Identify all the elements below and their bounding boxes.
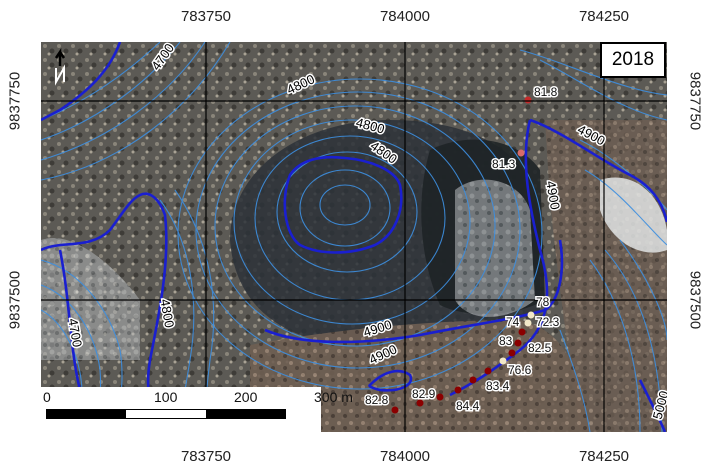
survey-point <box>469 376 477 384</box>
north-arrow-icon <box>54 47 66 86</box>
year-label: 2018 <box>600 42 666 78</box>
measurement-label: 84.4 <box>456 399 480 413</box>
survey-point <box>499 357 507 365</box>
survey-point <box>416 399 424 407</box>
contour-label: 4700 <box>65 317 85 348</box>
measurement-label: 72.3 <box>536 315 560 329</box>
x-tick-bottom-3: 784250 <box>578 448 630 465</box>
survey-point <box>391 406 399 414</box>
contour-label: 4800 <box>157 298 177 329</box>
x-tick-bottom-2: 784000 <box>379 448 431 465</box>
measurement-label: 82.8 <box>365 393 389 407</box>
survey-point <box>524 96 532 104</box>
survey-point <box>518 328 526 336</box>
measurement-label: 74 <box>506 315 520 329</box>
x-tick-top-2: 784000 <box>379 8 431 25</box>
measurement-label-group: 81.8 81.3 78 74 72.3 83 82.5 76.6 83.4 8… <box>364 84 562 415</box>
x-tick-bottom-1: 783750 <box>180 448 232 465</box>
snow-west <box>41 238 140 360</box>
measurement-label: 81.8 <box>534 85 558 99</box>
measurement-label: 78 <box>536 295 550 309</box>
measurement-label: 82.9 <box>412 387 436 401</box>
map-canvas: 4700 4800 4800 4800 4900 4900 4700 4800 … <box>41 42 667 432</box>
scale-label: 100 <box>154 389 178 405</box>
survey-point <box>514 339 522 347</box>
survey-point <box>436 393 444 401</box>
survey-point <box>524 319 532 327</box>
measurement-label: 83.4 <box>486 379 510 393</box>
survey-point <box>527 311 535 319</box>
scale-label: 0 <box>43 389 51 405</box>
minor-contours <box>41 42 667 432</box>
x-tick-top-3: 784250 <box>578 8 630 25</box>
survey-point <box>454 386 462 394</box>
contour-label: 4900 <box>543 180 563 211</box>
survey-points <box>391 96 535 414</box>
scale-bar-graphic <box>46 409 286 419</box>
scale-bar: 0 100 200 300 m <box>41 387 353 432</box>
survey-point <box>484 367 492 375</box>
survey-point <box>517 149 525 157</box>
scale-label: 300 m <box>314 389 353 405</box>
survey-point <box>508 349 516 357</box>
measurement-label: 82.5 <box>528 341 552 355</box>
measurement-label: 81.3 <box>492 157 516 171</box>
snow-east <box>600 177 667 253</box>
measurement-label: 76.6 <box>508 363 532 377</box>
map-frame[interactable]: 4700 4800 4800 4800 4900 4900 4700 4800 … <box>41 42 667 432</box>
moraine-band <box>250 320 590 432</box>
scale-label: 200 <box>234 389 258 405</box>
x-tick-top-1: 783750 <box>180 8 232 25</box>
grid-lines <box>41 42 667 432</box>
snow-patch <box>455 179 535 317</box>
measurement-label: 83 <box>499 334 513 348</box>
